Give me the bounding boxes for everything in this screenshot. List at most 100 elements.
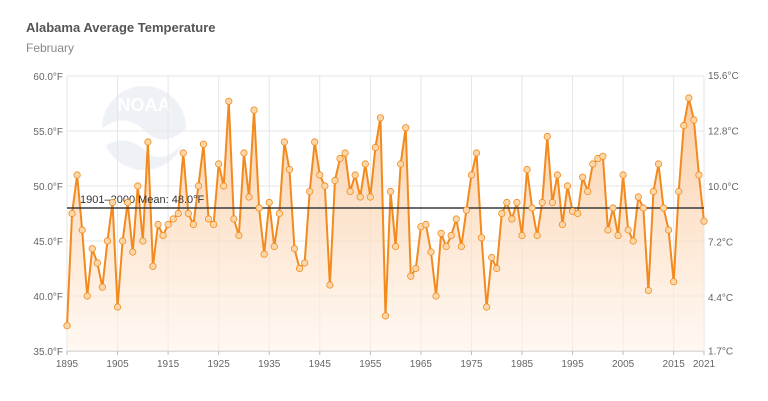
data-point[interactable] [301,259,309,267]
data-point[interactable] [204,215,213,223]
data-point[interactable] [584,187,592,196]
data-point[interactable] [290,245,299,253]
data-point[interactable] [306,187,314,196]
data-point[interactable] [194,182,203,190]
data-point[interactable] [371,143,379,152]
data-point[interactable] [235,231,243,240]
data-point[interactable] [215,160,223,168]
data-point[interactable] [503,198,511,207]
data-point[interactable] [255,204,263,212]
data-point[interactable] [695,171,703,179]
data-point[interactable] [609,204,617,212]
data-point[interactable] [690,116,698,124]
data-point[interactable] [629,237,637,245]
data-point[interactable] [574,209,582,218]
data-point[interactable] [103,237,112,245]
data-point[interactable] [589,160,597,168]
data-point[interactable] [250,106,258,114]
data-point[interactable] [240,149,248,157]
data-point[interactable] [361,160,369,168]
data-point[interactable] [83,292,91,300]
data-point[interactable] [174,209,182,218]
data-point[interactable] [472,149,481,157]
data-point[interactable] [513,198,521,207]
data-point[interactable] [164,220,172,229]
data-point[interactable] [528,204,536,212]
data-point[interactable] [144,138,152,146]
data-point[interactable] [129,248,137,256]
data-point[interactable] [477,234,486,242]
data-point[interactable] [351,171,359,179]
data-point[interactable] [579,173,587,181]
data-point[interactable] [483,303,491,311]
data-point[interactable] [442,242,450,251]
data-point[interactable] [341,149,349,157]
data-point[interactable] [558,220,567,229]
data-point[interactable] [331,176,339,185]
data-point[interactable] [427,248,435,256]
data-point[interactable] [169,215,177,223]
data-point[interactable] [366,193,374,201]
data-point[interactable] [88,245,96,253]
data-point[interactable] [73,171,81,179]
data-point[interactable] [311,138,319,146]
data-point[interactable] [63,322,71,330]
data-point[interactable] [543,132,551,141]
data-point[interactable] [659,204,668,212]
data-point[interactable] [139,237,147,245]
data-point[interactable] [412,264,420,273]
data-point[interactable] [457,242,465,251]
data-point[interactable] [336,154,344,163]
data-point[interactable] [488,253,496,262]
data-point[interactable] [402,124,410,132]
data-point[interactable] [553,171,561,179]
data-point[interactable] [230,215,238,223]
data-point[interactable] [452,215,460,223]
data-point[interactable] [220,182,228,190]
data-point[interactable] [700,217,708,225]
data-point[interactable] [78,226,86,234]
data-point[interactable] [199,140,208,148]
data-point[interactable] [634,193,642,201]
data-point[interactable] [179,149,187,157]
data-point[interactable] [376,114,385,122]
data-point[interactable] [316,171,324,179]
data-point[interactable] [447,231,455,240]
data-point[interactable] [518,231,526,240]
data-point[interactable] [260,250,268,258]
data-point[interactable] [437,229,445,237]
data-point[interactable] [275,209,283,218]
data-point[interactable] [639,204,647,212]
data-point[interactable] [113,303,122,311]
data-point[interactable] [493,264,501,273]
data-point[interactable] [538,198,546,207]
data-point[interactable] [321,182,329,190]
data-point[interactable] [680,121,688,130]
data-point[interactable] [563,182,572,190]
data-point[interactable] [68,209,76,218]
data-point[interactable] [624,226,632,234]
data-point[interactable] [599,152,607,160]
data-point[interactable] [548,198,556,207]
data-point[interactable] [422,220,430,229]
data-point[interactable] [98,283,106,291]
data-point[interactable] [649,187,658,196]
data-point[interactable] [93,259,101,267]
data-point[interactable] [280,138,288,146]
data-point[interactable] [397,160,405,168]
data-point[interactable] [533,231,541,240]
data-point[interactable] [654,160,663,168]
data-point[interactable] [154,220,162,229]
data-point[interactable] [326,281,334,289]
data-point[interactable] [675,187,683,196]
data-point[interactable] [245,193,253,201]
data-point[interactable] [225,97,233,105]
data-point[interactable] [392,242,400,251]
data-point[interactable] [149,262,157,270]
data-point[interactable] [356,193,364,201]
data-point[interactable] [346,187,354,196]
data-point[interactable] [619,171,627,179]
data-point[interactable] [270,242,278,251]
data-point[interactable] [124,198,132,207]
data-point[interactable] [210,220,218,229]
